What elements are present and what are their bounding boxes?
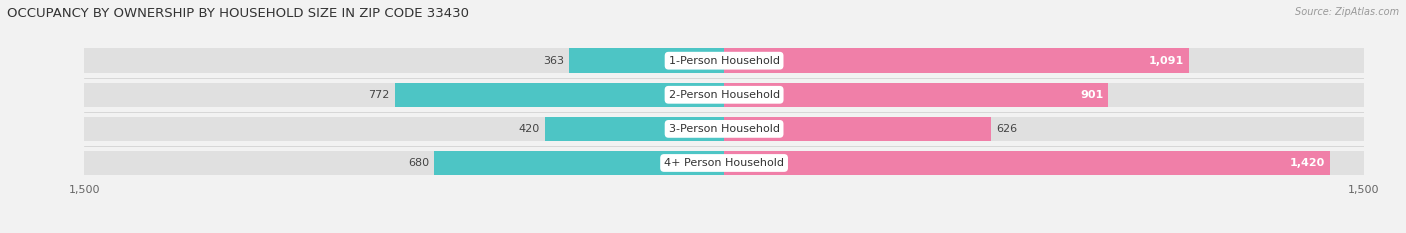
Bar bbox=[724, 116, 991, 141]
Bar bbox=[84, 48, 724, 73]
Text: 1,420: 1,420 bbox=[1289, 158, 1324, 168]
Text: 680: 680 bbox=[408, 158, 429, 168]
Bar bbox=[434, 151, 724, 175]
Text: 1-Person Household: 1-Person Household bbox=[669, 56, 779, 66]
Bar bbox=[84, 151, 724, 175]
Text: 772: 772 bbox=[368, 90, 389, 100]
Bar bbox=[395, 82, 724, 107]
Text: 626: 626 bbox=[997, 124, 1018, 134]
Bar bbox=[724, 151, 1364, 175]
Bar bbox=[724, 82, 1108, 107]
Bar bbox=[84, 116, 724, 141]
Text: OCCUPANCY BY OWNERSHIP BY HOUSEHOLD SIZE IN ZIP CODE 33430: OCCUPANCY BY OWNERSHIP BY HOUSEHOLD SIZE… bbox=[7, 7, 470, 20]
Bar bbox=[724, 151, 1330, 175]
Text: 3-Person Household: 3-Person Household bbox=[669, 124, 779, 134]
Text: Source: ZipAtlas.com: Source: ZipAtlas.com bbox=[1295, 7, 1399, 17]
Bar bbox=[724, 48, 1189, 73]
Bar bbox=[724, 116, 1364, 141]
Bar bbox=[84, 82, 724, 107]
Bar bbox=[724, 48, 1364, 73]
Bar bbox=[724, 82, 1364, 107]
Bar bbox=[546, 116, 724, 141]
Text: 363: 363 bbox=[543, 56, 564, 66]
Text: 901: 901 bbox=[1080, 90, 1104, 100]
Text: 420: 420 bbox=[519, 124, 540, 134]
Text: 1,091: 1,091 bbox=[1149, 56, 1184, 66]
Text: 4+ Person Household: 4+ Person Household bbox=[664, 158, 785, 168]
Text: 2-Person Household: 2-Person Household bbox=[668, 90, 780, 100]
Bar bbox=[569, 48, 724, 73]
